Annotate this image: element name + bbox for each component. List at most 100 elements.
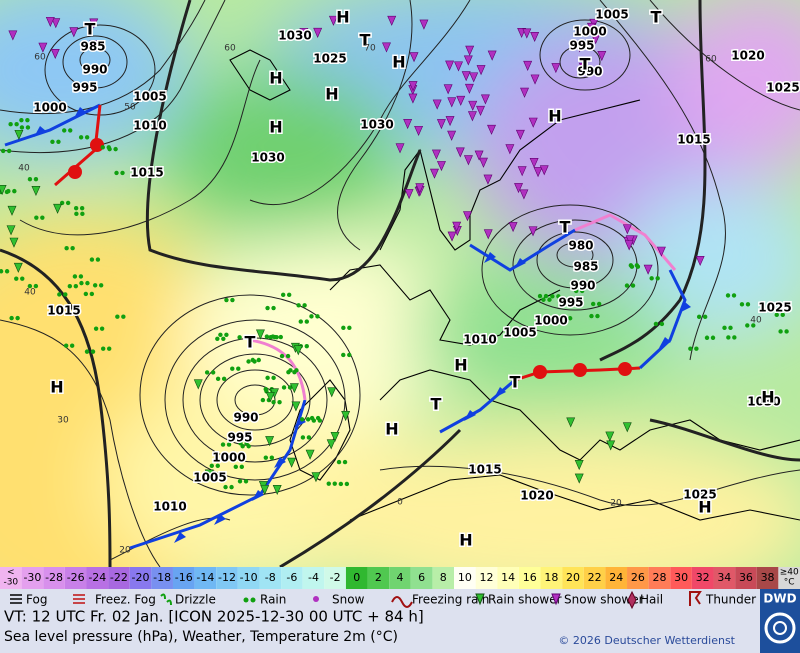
snow-shower-symbol	[483, 229, 493, 240]
snow-shower-symbol	[38, 42, 48, 53]
pressure-center: H	[459, 531, 472, 550]
cold-area	[620, 180, 800, 340]
pressure-label: 1020	[731, 49, 764, 63]
rain-symbol	[56, 139, 61, 145]
snow-shower-symbol	[443, 84, 453, 95]
rain-shower-symbol	[13, 262, 23, 273]
rain-symbol	[100, 145, 105, 150]
snow-shower-symbol	[89, 40, 99, 51]
snow-shower-symbol	[483, 174, 493, 185]
rain-symbol	[218, 332, 223, 337]
pressure-label: 1030	[747, 395, 780, 409]
pressure-label: 990	[233, 411, 258, 425]
scale-cell	[389, 567, 411, 589]
rain-symbol	[725, 293, 731, 298]
dwd-logo-text: DWD	[763, 592, 796, 606]
rain-symbol	[299, 417, 305, 422]
temperature-label: 20	[610, 499, 622, 509]
pressure-center: H	[454, 356, 467, 375]
rain-symbol	[731, 293, 737, 298]
scale-label: -6	[286, 571, 297, 584]
isobar	[182, 337, 328, 463]
rain-symbol	[25, 125, 31, 130]
snow-shower-symbol	[69, 27, 79, 38]
rain-shower-symbol	[574, 473, 584, 484]
rain-symbol	[298, 319, 303, 324]
rain-symbol	[702, 314, 708, 320]
rain-symbol	[230, 366, 235, 371]
snow-shower-symbol	[395, 143, 405, 154]
temperature-label: 40	[18, 164, 30, 174]
rain-symbol	[688, 346, 693, 351]
coastline	[379, 369, 800, 461]
snow-shower-symbol	[476, 65, 486, 76]
rain-symbol	[332, 481, 337, 486]
valid-time: VT: 12 UTC Fr. 02 Jan. [ICON 2025-12-30 …	[4, 608, 424, 626]
rain-symbol	[596, 301, 602, 307]
pressure-label: 1000	[33, 101, 66, 115]
rain-symbol	[315, 415, 321, 421]
rain-symbol	[84, 135, 90, 140]
rain-symbol	[550, 294, 555, 299]
cool-area	[410, 260, 670, 400]
rain-symbol	[243, 335, 248, 340]
snow-shower-symbol	[622, 224, 632, 235]
front-triangle	[514, 258, 526, 269]
rain-symbol	[629, 264, 635, 269]
snow-shower-symbol	[575, 42, 585, 53]
temperature-label: 70	[364, 44, 376, 54]
scale-label: 4	[397, 571, 404, 584]
scale-cell	[324, 567, 346, 589]
rain-symbol	[287, 385, 293, 390]
rain-symbol	[215, 473, 221, 478]
rain-symbol	[774, 312, 779, 318]
isobar	[19, 59, 261, 236]
scale-label: 38	[761, 571, 775, 584]
cool-area	[160, 70, 400, 230]
snow-shower-symbol	[463, 155, 473, 166]
coastline	[379, 99, 641, 251]
rain-symbol	[33, 283, 39, 289]
pressure-center: T	[580, 55, 591, 74]
rain-symbol	[556, 294, 561, 299]
scale-cell	[259, 567, 282, 589]
isobar	[539, 19, 631, 91]
isobar	[249, 0, 471, 205]
scale-cell	[497, 567, 519, 589]
scale-label: -30	[3, 578, 18, 588]
rain-symbol	[6, 148, 12, 154]
rain-symbol	[778, 329, 783, 334]
rain-symbol	[573, 288, 579, 294]
scale-label: 34	[717, 571, 731, 584]
rain-symbol	[84, 349, 90, 354]
snow-shower-symbol	[522, 28, 532, 39]
snow-shower-symbol	[587, 22, 596, 33]
logo-swirl	[764, 612, 796, 644]
scale-label: -24	[88, 571, 106, 584]
snow-shower-symbol	[523, 60, 533, 71]
scale-label: -10	[240, 571, 258, 584]
pressure-label: 1005	[193, 471, 226, 485]
isobar	[62, 35, 128, 89]
rain-symbol	[304, 319, 309, 324]
rain-symbol	[279, 353, 285, 359]
pressure-label: 1025	[766, 81, 799, 95]
rain-symbol	[114, 170, 119, 176]
scale-label: °C	[784, 578, 795, 588]
legend-label: Hail	[640, 593, 663, 607]
rain-symbol	[89, 257, 95, 262]
scale-cell	[562, 567, 584, 589]
isobar	[481, 204, 659, 336]
snow-shower-symbol	[487, 50, 497, 61]
rain-symbol	[300, 435, 306, 440]
rain-symbol	[271, 399, 276, 405]
rain-symbol	[63, 292, 68, 297]
pressure-center: H	[385, 420, 398, 439]
scale-label: -18	[153, 571, 171, 584]
rain-symbol	[230, 297, 235, 303]
front-semicircle	[533, 365, 547, 379]
scale-label: -20	[132, 571, 150, 584]
rain-shower-symbol	[265, 436, 275, 447]
snow-shower-symbol	[408, 81, 418, 92]
copyright: © 2026 Deutscher Wetterdienst	[558, 634, 735, 647]
